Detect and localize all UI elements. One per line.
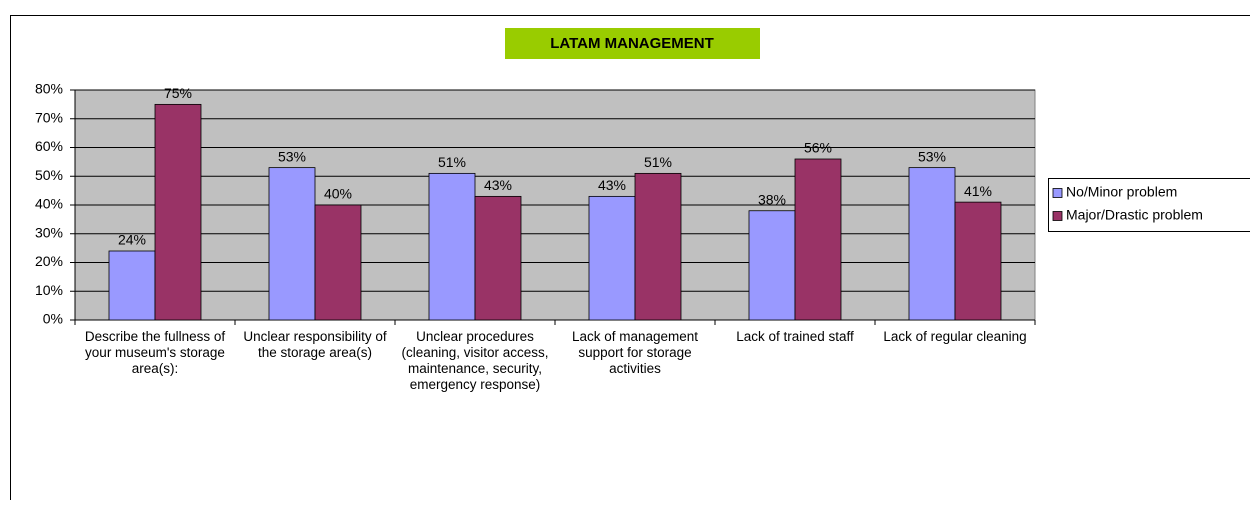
y-tick-label: 50% <box>35 167 63 183</box>
value-label: 53% <box>278 148 306 164</box>
value-label: 43% <box>598 177 626 193</box>
x-tick-label: Lack of management support for storage a… <box>560 329 710 377</box>
y-tick-label: 30% <box>35 224 63 240</box>
x-tick-label-box: Unclear procedures (cleaning, visitor ac… <box>400 329 550 499</box>
x-tick-label: Describe the fullness of your museum's s… <box>80 329 230 377</box>
y-tick-label: 20% <box>35 253 63 269</box>
value-label: 24% <box>118 232 146 248</box>
bar <box>155 104 201 320</box>
bar <box>589 196 635 320</box>
value-label: 56% <box>804 140 832 156</box>
x-tick-label: Lack of trained staff <box>720 329 870 345</box>
value-label: 38% <box>758 191 786 207</box>
bar <box>909 168 955 320</box>
legend-swatch <box>1053 189 1062 198</box>
y-tick-label: 60% <box>35 138 63 154</box>
value-label: 41% <box>964 183 992 199</box>
value-label: 53% <box>918 148 946 164</box>
bar <box>315 205 361 320</box>
x-tick-label-box: Unclear responsibility of the storage ar… <box>240 329 390 499</box>
bar <box>269 168 315 320</box>
bar <box>429 173 475 320</box>
x-tick-label: Unclear responsibility of the storage ar… <box>240 329 390 361</box>
bar <box>795 159 841 320</box>
legend-swatch <box>1053 212 1062 221</box>
x-tick-label-box: Describe the fullness of your museum's s… <box>80 329 230 499</box>
bar <box>749 211 795 320</box>
value-label: 51% <box>644 154 672 170</box>
legend-label: Major/Drastic problem <box>1066 207 1203 223</box>
value-label: 51% <box>438 154 466 170</box>
value-label: 40% <box>324 186 352 202</box>
x-tick-label: Lack of regular cleaning <box>880 329 1030 345</box>
legend-label: No/Minor problem <box>1066 184 1177 200</box>
x-tick-label-box: Lack of regular cleaning <box>880 329 1030 499</box>
value-label: 43% <box>484 177 512 193</box>
y-tick-label: 80% <box>35 81 63 97</box>
bar <box>955 202 1001 320</box>
bar <box>635 173 681 320</box>
x-tick-label: Unclear procedures (cleaning, visitor ac… <box>400 329 550 393</box>
value-label: 75% <box>164 85 192 101</box>
y-tick-label: 0% <box>43 311 63 327</box>
y-tick-label: 40% <box>35 196 63 212</box>
chart-title: LATAM MANAGEMENT <box>550 35 714 52</box>
bar <box>109 251 155 320</box>
bar <box>475 196 521 320</box>
x-tick-label-box: Lack of management support for storage a… <box>560 329 710 499</box>
x-tick-label-box: Lack of trained staff <box>720 329 870 499</box>
y-tick-label: 70% <box>35 109 63 125</box>
y-tick-label: 10% <box>35 282 63 298</box>
